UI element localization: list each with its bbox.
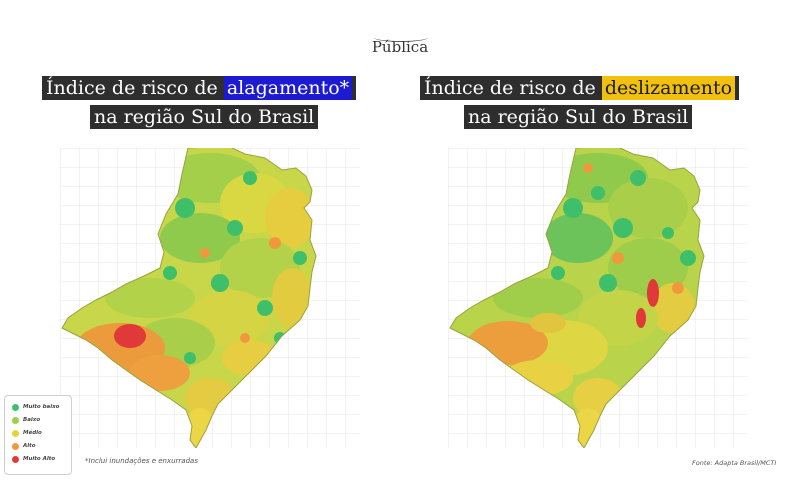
left-title-highlight: alagamento* xyxy=(223,76,353,100)
brand-ornament xyxy=(374,33,428,42)
right-title-line2: na região Sul do Brasil xyxy=(464,105,693,129)
left-title-prefix: Índice de risco de xyxy=(46,77,218,99)
left-title-line2: na região Sul do Brasil xyxy=(90,105,319,129)
legend-swatch xyxy=(12,404,19,411)
region-outline xyxy=(61,148,317,448)
legend-label: Médio xyxy=(23,430,42,436)
legend-swatch xyxy=(12,430,19,437)
legend-label: Muito Alto xyxy=(23,456,56,462)
region-outline xyxy=(449,148,705,448)
right-title-highlight: deslizamento xyxy=(601,76,736,100)
legend-label: Baixo xyxy=(23,417,41,423)
right-title-prefix: Índice de risco de xyxy=(424,77,596,99)
brand-logo: Pública xyxy=(371,38,429,56)
legend-swatch xyxy=(12,417,19,424)
legend-swatch xyxy=(12,443,19,450)
map-legend: Muito baixo Baixo Médio Alto Muito Alto xyxy=(4,395,72,475)
source-credit: Fonte: Adapta Brasil/MCTI xyxy=(692,459,777,467)
legend-label: Muito baixo xyxy=(23,404,60,410)
landslide-risk-map xyxy=(448,148,748,448)
legend-swatch xyxy=(12,456,19,463)
flood-risk-map xyxy=(60,148,360,448)
legend-label: Alto xyxy=(23,443,36,449)
footnote: *Inclui inundações e enxurradas xyxy=(85,457,198,465)
